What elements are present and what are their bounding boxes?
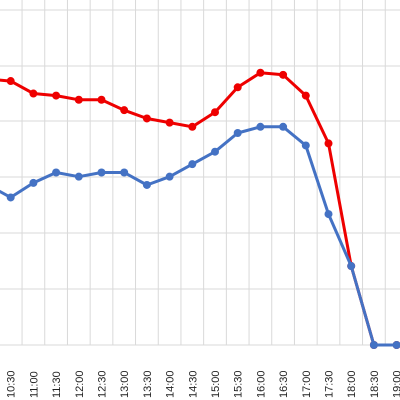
x-tick-label: 11:00	[28, 371, 40, 398]
data-point	[256, 68, 265, 77]
x-tick-label: 16:00	[255, 370, 267, 398]
data-point	[369, 341, 378, 349]
x-tick-label: 14:30	[187, 370, 199, 398]
data-point	[392, 341, 400, 349]
data-point	[165, 118, 174, 127]
data-point	[324, 210, 333, 219]
x-tick-label: 14:00	[165, 370, 177, 398]
data-point	[233, 83, 242, 92]
data-point	[29, 178, 38, 187]
x-tick-label: 18:00	[346, 370, 358, 398]
series-line	[0, 71, 397, 347]
series-line	[0, 125, 397, 347]
x-tick-label: 18:30	[369, 370, 381, 398]
data-point	[324, 139, 333, 148]
data-point	[279, 122, 288, 131]
data-point	[6, 77, 15, 86]
x-tick-label: 10:30	[6, 370, 18, 398]
x-tick-label: 15:30	[233, 370, 245, 398]
x-tick-label: 12:00	[74, 370, 86, 398]
data-point	[211, 108, 219, 117]
data-point	[97, 95, 106, 104]
data-point	[52, 91, 61, 100]
data-point	[188, 160, 197, 169]
data-point	[301, 141, 310, 150]
data-point	[188, 122, 197, 131]
data-point	[301, 91, 310, 100]
data-point	[279, 70, 288, 79]
chart-gridlines	[0, 0, 400, 346]
data-point	[29, 89, 38, 98]
x-tick-label: 13:30	[142, 370, 154, 398]
data-point	[6, 193, 15, 202]
data-point	[347, 262, 356, 271]
data-point	[142, 114, 151, 123]
x-tick-label: 15:00	[210, 370, 222, 398]
x-tick-label: 16:30	[278, 370, 290, 398]
data-point	[74, 95, 83, 104]
data-point	[120, 168, 129, 177]
data-point	[74, 172, 83, 181]
data-point	[52, 168, 61, 177]
x-tick-label: 17:30	[324, 370, 336, 398]
data-point	[233, 129, 242, 138]
data-point	[165, 172, 174, 181]
data-point	[120, 106, 129, 115]
x-tick-label: 17:00	[301, 370, 313, 398]
x-tick-label: 19:00	[392, 370, 400, 398]
data-point	[256, 122, 265, 131]
chart-series	[0, 68, 400, 349]
x-tick-label: 13:00	[119, 370, 131, 398]
x-axis: 10:0010:3011:0011:3012:0012:3013:0013:30…	[6, 370, 400, 398]
x-tick-label: 11:30	[51, 371, 63, 398]
series-1	[0, 122, 400, 349]
data-point	[142, 180, 151, 189]
data-point	[97, 168, 106, 177]
data-point	[211, 147, 219, 156]
x-tick-label: 12:30	[97, 370, 109, 398]
